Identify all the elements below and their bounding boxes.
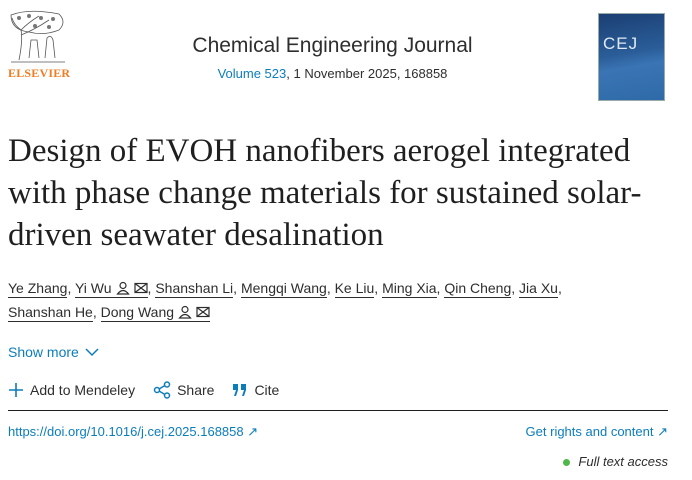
quote-icon xyxy=(233,384,247,396)
share-icon xyxy=(153,381,171,399)
doi-text: https://doi.org/10.1016/j.cej.2025.16885… xyxy=(8,424,244,439)
cover-title: CEJ xyxy=(603,34,639,53)
article-actions: Add to Mendeley Share Cite xyxy=(8,378,668,402)
author-separator: , xyxy=(557,280,562,296)
author-name: Shanshan Li xyxy=(155,280,234,296)
chevron-down-icon xyxy=(85,347,99,356)
author-separator: , xyxy=(147,280,156,296)
divider xyxy=(8,410,668,411)
email-icon[interactable] xyxy=(133,281,148,295)
show-more-label: Show more xyxy=(8,344,79,360)
author-name: Shanshan He xyxy=(8,304,93,320)
show-more-button[interactable]: Show more xyxy=(8,342,99,362)
author-name: Ming Xia xyxy=(382,280,437,296)
author-name: Ke Liu xyxy=(334,280,375,296)
issue-details: , 1 November 2025, 168858 xyxy=(286,66,448,81)
author-link[interactable]: Yi Wu xyxy=(74,280,148,298)
get-rights-link[interactable]: Get rights and content ↗ xyxy=(526,423,668,441)
article-title: Design of EVOH nanofibers aerogel integr… xyxy=(8,133,642,253)
share-label: Share xyxy=(177,382,215,398)
author-link[interactable]: Qin Cheng xyxy=(444,280,512,298)
email-icon[interactable] xyxy=(196,305,210,319)
author-list: Ye Zhang, Yi Wu, Shanshan Li, Mengqi Wan… xyxy=(8,276,668,324)
author-name: Ye Zhang xyxy=(8,280,68,296)
plus-icon xyxy=(9,383,23,397)
add-to-mendeley-button[interactable]: Add to Mendeley xyxy=(8,382,135,398)
access-dot-icon xyxy=(563,458,571,466)
external-link-icon: ↗ xyxy=(247,424,259,439)
author-name: Mengqi Wang xyxy=(240,280,327,296)
rights-text: Get rights and content xyxy=(525,424,654,439)
author-separator: , xyxy=(233,280,241,296)
author-separator: , xyxy=(436,280,445,296)
doi-link[interactable]: https://doi.org/10.1016/j.cej.2025.16885… xyxy=(8,423,258,441)
author-separator: , xyxy=(92,304,101,320)
volume-link[interactable]: Volume 523 xyxy=(217,66,287,81)
journal-issue-info: Volume 523, 1 November 2025, 168858 xyxy=(120,66,545,81)
article-links: https://doi.org/10.1016/j.cej.2025.16885… xyxy=(8,423,668,441)
elsevier-tree-icon xyxy=(10,10,65,63)
author-link[interactable]: Dong Wang xyxy=(100,304,211,322)
journal-title[interactable]: Chemical Engineering Journal xyxy=(192,34,473,57)
elsevier-logo[interactable]: ELSEVIER xyxy=(8,10,71,80)
author-name: Yi Wu xyxy=(74,280,112,296)
elsevier-wordmark: ELSEVIER xyxy=(8,66,71,80)
author-separator: , xyxy=(326,280,335,296)
cite-label: Cite xyxy=(254,382,280,398)
access-text: Full text access xyxy=(578,454,668,469)
mendeley-label: Add to Mendeley xyxy=(30,382,136,398)
person-icon xyxy=(115,281,130,295)
person-icon xyxy=(178,305,192,319)
author-link[interactable]: Ye Zhang xyxy=(8,280,68,298)
journal-header: ELSEVIER Chemical Engineering Journal Vo… xyxy=(0,0,692,118)
author-separator: , xyxy=(67,280,75,296)
author-link[interactable]: Ming Xia xyxy=(382,280,437,298)
access-status: Full text access xyxy=(8,453,668,471)
author-link[interactable]: Ke Liu xyxy=(334,280,375,298)
cite-button[interactable]: Cite xyxy=(232,382,279,398)
share-button[interactable]: Share xyxy=(153,381,214,399)
journal-cover[interactable]: CEJ xyxy=(598,13,665,101)
author-name: Qin Cheng xyxy=(444,280,512,296)
author-separator: , xyxy=(374,280,383,296)
author-name: Jia Xu xyxy=(519,280,558,296)
article-header: Design of EVOH nanofibers aerogel integr… xyxy=(0,130,692,471)
author-link[interactable]: Jia Xu xyxy=(519,280,558,298)
author-link[interactable]: Shanshan He xyxy=(8,304,93,322)
author-link[interactable]: Shanshan Li xyxy=(155,280,234,298)
author-link[interactable]: Mengqi Wang xyxy=(240,280,327,298)
author-name: Dong Wang xyxy=(100,304,175,320)
author-separator: , xyxy=(511,280,520,296)
external-link-icon: ↗ xyxy=(657,424,668,439)
